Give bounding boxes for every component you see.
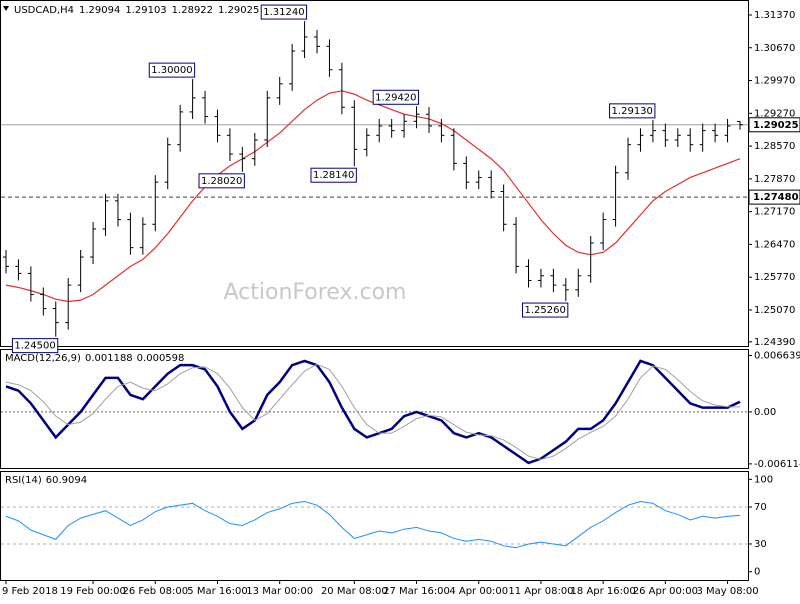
annotation-label: 1.29130	[612, 106, 653, 117]
y-tick-label: 1.27870	[754, 174, 795, 185]
annotation-box	[198, 173, 245, 189]
annotation-box	[148, 62, 196, 78]
y-tick-label: 1.27170	[754, 207, 795, 218]
title-open: 1.29094	[79, 5, 120, 16]
annotation-label: 1.29420	[375, 92, 416, 103]
panel-frame	[0, 471, 749, 581]
y-tick-label: 0	[754, 567, 760, 578]
x-tick-label: 20 Mar 08:00	[321, 586, 388, 597]
indicator-value: 0.001188	[85, 353, 133, 364]
y-tick-label: 1.24390	[754, 337, 795, 348]
y-tick-label: 1.28570	[754, 141, 795, 152]
annotation-label: 1.28140	[313, 170, 354, 181]
watermark: ActionForex.com	[224, 280, 407, 305]
y-tick-label: 1.25770	[754, 272, 795, 283]
y-tick-label: -0.006114	[754, 459, 800, 470]
y-tick-label: 1.29970	[754, 76, 795, 87]
x-tick-label: 3 May 08:00	[696, 586, 758, 597]
price-label: 1.29025	[753, 120, 799, 131]
indicator-line	[5, 363, 741, 461]
y-tick-label: 1.31370	[754, 10, 795, 21]
annotation-label: 1.31240	[263, 7, 304, 18]
title-icon	[3, 6, 9, 11]
indicator-title: RSI(14) 60.9094	[5, 475, 87, 486]
panel-frame	[0, 0, 749, 347]
annotation-box	[260, 4, 308, 20]
indicator-value: 0.000598	[137, 353, 185, 364]
price-label-box	[748, 189, 800, 205]
y-tick-label: 1.29270	[754, 108, 795, 119]
annotation-box	[372, 89, 420, 105]
title-high: 1.29103	[125, 5, 166, 16]
indicator-name: RSI(14)	[5, 475, 42, 486]
title-low: 1.28922	[172, 5, 213, 16]
annotation-label: 1.25260	[524, 305, 565, 316]
y-tick-label: 30	[754, 539, 767, 550]
indicator-line	[5, 500, 741, 549]
x-tick-label: 11 Apr 08:00	[508, 586, 573, 597]
x-tick-label: 19 Feb 00:00	[60, 586, 126, 597]
y-tick-label: 1.25070	[754, 305, 795, 316]
chart-title: USDCAD,H4 1.29094 1.29103 1.28922 1.29025	[14, 5, 259, 16]
annotation-label: 1.30000	[151, 65, 192, 76]
x-tick-label: 27 Mar 16:00	[383, 586, 450, 597]
panel-frame	[0, 349, 749, 469]
y-tick-label: 0.00	[754, 407, 776, 418]
y-tick-label: 1.30670	[754, 43, 795, 54]
x-tick-label: 13 Mar 00:00	[246, 586, 313, 597]
indicator-title: MACD(12,26,9) 0.001188 0.000598	[5, 353, 184, 364]
annotation-label: 1.24500	[14, 341, 55, 352]
annotation-box	[521, 302, 569, 318]
x-tick-label: 9 Feb 2018	[2, 586, 58, 597]
annotation-label: 1.28020	[201, 176, 242, 187]
price-label: 1.27480	[753, 192, 799, 203]
x-tick-label: 5 Mar 16:00	[187, 586, 247, 597]
indicator-name: MACD(12,26,9)	[5, 353, 81, 364]
y-tick-label: 70	[754, 502, 767, 513]
price-label-box	[748, 117, 800, 133]
y-tick-label: 0.006639	[754, 350, 800, 361]
y-tick-label: 1.26470	[754, 239, 795, 250]
x-tick-label: 26 Feb 08:00	[122, 586, 188, 597]
x-tick-label: 26 Apr 00:00	[633, 586, 698, 597]
y-tick-label: 100	[754, 474, 773, 485]
x-tick-label: 18 Apr 16:00	[571, 586, 636, 597]
title-symbol: USDCAD,H4	[14, 5, 74, 16]
indicator-value: 60.9094	[46, 475, 87, 486]
annotation-box	[310, 167, 357, 183]
x-tick-label: 4 Apr 00:00	[449, 586, 508, 597]
annotation-box	[609, 103, 656, 119]
title-close: 1.29025	[218, 5, 259, 16]
annotation-box	[11, 338, 59, 354]
indicator-line	[5, 359, 741, 465]
